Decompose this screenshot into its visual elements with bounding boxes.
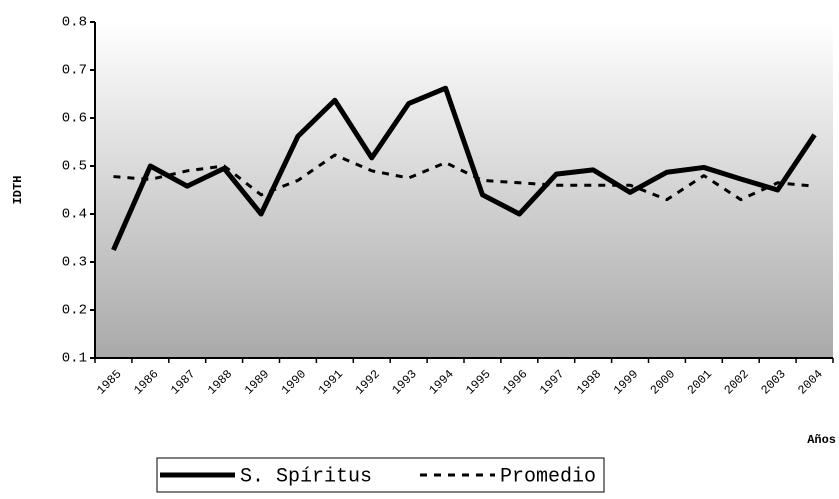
x-tick-label: 1997	[537, 367, 567, 397]
x-tick-label: 2004	[795, 367, 825, 397]
x-tick-label: 2000	[648, 367, 678, 397]
x-tick-label: 2001	[685, 367, 715, 397]
legend-label: S. Spíritus	[240, 465, 372, 488]
x-tick-label: 1998	[574, 367, 604, 397]
y-tick-label: 0.5	[62, 159, 87, 175]
y-tick-label: 0.1	[62, 351, 87, 367]
y-axis-label: IDTH	[11, 176, 25, 205]
x-tick-label: 2003	[758, 367, 788, 397]
x-tick-label: 1993	[389, 367, 419, 397]
x-tick-label: 1992	[353, 367, 383, 397]
legend-label: Promedio	[500, 465, 596, 488]
x-tick-label: 1989	[242, 367, 272, 397]
x-tick-label: 1991	[316, 367, 346, 397]
y-tick-label: 0.3	[62, 255, 87, 271]
y-tick-label: 0.6	[62, 111, 87, 127]
x-tick-label: 1986	[131, 367, 161, 397]
x-tick-label: 1987	[168, 367, 198, 397]
x-tick-label: 2002	[722, 367, 752, 397]
x-tick-label: 1988	[205, 367, 235, 397]
y-tick-label: 0.4	[62, 207, 87, 223]
x-tick-label: 1999	[611, 367, 641, 397]
x-tick-label: 1996	[500, 367, 530, 397]
y-tick-label: 0.2	[62, 303, 87, 319]
x-tick-label: 1994	[426, 367, 456, 397]
series-line	[111, 85, 817, 252]
x-tick-label: 1990	[279, 367, 309, 397]
x-tick-label: 1995	[463, 367, 493, 397]
series-line	[113, 153, 815, 202]
y-tick-label: 0.8	[62, 15, 87, 31]
plot-area	[95, 22, 833, 358]
y-tick-label: 0.7	[62, 63, 87, 79]
x-tick-label: 1985	[94, 367, 124, 397]
x-axis-label: Años	[807, 433, 836, 447]
